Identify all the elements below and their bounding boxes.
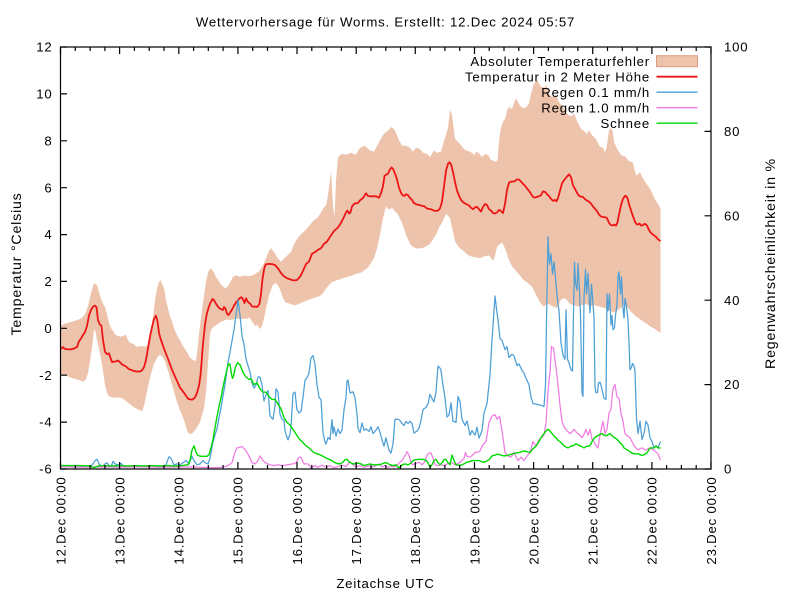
svg-text:13.Dec 00:00: 13.Dec 00:00 bbox=[112, 477, 127, 565]
svg-text:22.Dec 00:00: 22.Dec 00:00 bbox=[645, 477, 660, 565]
svg-text:18.Dec 00:00: 18.Dec 00:00 bbox=[408, 477, 423, 565]
svg-text:80: 80 bbox=[724, 124, 740, 139]
svg-text:-6: -6 bbox=[39, 462, 52, 477]
svg-text:0: 0 bbox=[44, 321, 52, 336]
svg-text:12: 12 bbox=[36, 40, 52, 55]
svg-text:10: 10 bbox=[36, 87, 52, 102]
svg-text:17.Dec 00:00: 17.Dec 00:00 bbox=[349, 477, 364, 565]
svg-text:8: 8 bbox=[44, 133, 52, 148]
svg-text:Temperatur in 2 Meter Höhe: Temperatur in 2 Meter Höhe bbox=[465, 69, 650, 84]
svg-text:60: 60 bbox=[724, 208, 740, 223]
svg-text:0: 0 bbox=[724, 462, 732, 477]
svg-text:20: 20 bbox=[724, 377, 740, 392]
svg-text:15.Dec 00:00: 15.Dec 00:00 bbox=[231, 477, 246, 565]
svg-text:19.Dec 00:00: 19.Dec 00:00 bbox=[467, 477, 482, 565]
svg-text:Temperatur °Celsius: Temperatur °Celsius bbox=[9, 192, 25, 335]
svg-text:23.Dec 00:00: 23.Dec 00:00 bbox=[704, 477, 719, 565]
svg-text:Regen 1.0 mm/h: Regen 1.0 mm/h bbox=[541, 100, 650, 115]
svg-text:40: 40 bbox=[724, 293, 740, 308]
svg-text:14.Dec 00:00: 14.Dec 00:00 bbox=[172, 477, 187, 565]
svg-text:Schnee: Schnee bbox=[600, 116, 650, 131]
svg-text:Absoluter Temperaturfehler: Absoluter Temperaturfehler bbox=[470, 54, 650, 69]
svg-text:16.Dec 00:00: 16.Dec 00:00 bbox=[290, 477, 305, 565]
svg-text:Regen 0.1 mm/h: Regen 0.1 mm/h bbox=[541, 85, 650, 100]
svg-text:12.Dec 00:00: 12.Dec 00:00 bbox=[53, 477, 68, 565]
svg-text:20.Dec 00:00: 20.Dec 00:00 bbox=[526, 477, 541, 565]
svg-text:6: 6 bbox=[44, 180, 52, 195]
svg-text:-4: -4 bbox=[39, 415, 52, 430]
svg-text:4: 4 bbox=[44, 227, 52, 242]
svg-text:100: 100 bbox=[724, 40, 748, 55]
svg-text:Wettervorhersage für Worms. Er: Wettervorhersage für Worms. Erstellt: 12… bbox=[196, 15, 575, 30]
svg-text:-2: -2 bbox=[39, 368, 52, 383]
svg-text:21.Dec 00:00: 21.Dec 00:00 bbox=[586, 477, 601, 565]
svg-text:Regenwahrscheinlichkeit in %: Regenwahrscheinlichkeit in % bbox=[763, 158, 779, 369]
svg-text:2: 2 bbox=[44, 274, 52, 289]
svg-text:Zeitachse UTC: Zeitachse UTC bbox=[336, 576, 434, 591]
